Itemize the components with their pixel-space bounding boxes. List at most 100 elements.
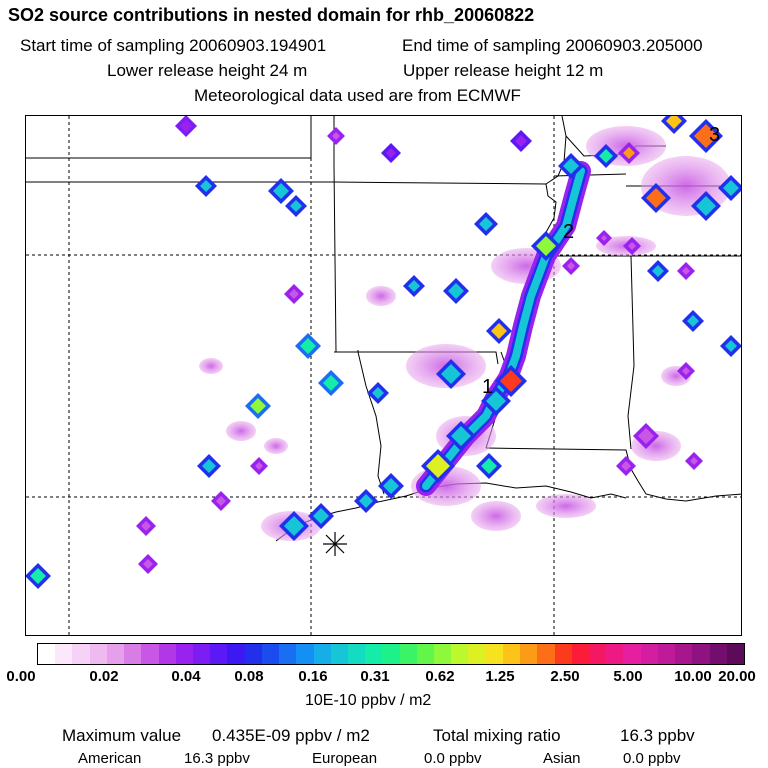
colorbar-swatch xyxy=(158,644,176,664)
map-title: SO2 source contributions in nested domai… xyxy=(8,5,535,25)
marker-2: 2 xyxy=(563,221,574,243)
colorbar-swatch xyxy=(38,644,56,664)
concentration-cell xyxy=(531,231,561,261)
colorbar-swatch xyxy=(296,644,314,664)
concentration-cell xyxy=(623,237,641,255)
colorbar-swatch xyxy=(365,644,383,664)
colorbar-swatch xyxy=(72,644,90,664)
concentration-cell xyxy=(689,119,723,153)
concentration-cell xyxy=(403,275,425,297)
european-value: 0.0 ppbv xyxy=(424,750,482,767)
concentration-cell xyxy=(486,318,512,344)
total-mixing-value: 16.3 ppbv xyxy=(620,726,695,745)
concentration-cell xyxy=(476,453,502,479)
colorbar xyxy=(37,643,745,665)
concentration-cell xyxy=(446,421,476,451)
colorbar-swatch xyxy=(640,644,658,664)
concentration-cell xyxy=(436,359,466,389)
colorbar-swatch xyxy=(554,644,572,664)
colorbar-tick-label: 0.00 xyxy=(6,668,36,685)
colorbar-swatch xyxy=(675,644,693,664)
concentration-cell xyxy=(647,260,669,282)
concentration-cell xyxy=(26,563,51,589)
concentration-cell xyxy=(136,516,156,536)
colorbar-swatch xyxy=(124,644,142,664)
colorbar-swatch xyxy=(279,644,297,664)
concentration-cell xyxy=(195,175,217,197)
map-panel[interactable]: 1 2 3 xyxy=(25,115,742,636)
units-label: 10E-10 ppbv / m2 xyxy=(305,692,432,709)
concentration-cell xyxy=(268,178,294,204)
colorbar-tick-label: 0.62 xyxy=(425,668,455,685)
colorbar-tick-label: 10.00 xyxy=(674,668,712,685)
concentration-cell xyxy=(285,195,307,217)
concentration-cell xyxy=(284,284,304,304)
concentration-cell xyxy=(661,116,687,134)
colorbar-swatch xyxy=(571,644,589,664)
colorbar-tick-label: 0.04 xyxy=(171,668,201,685)
concentration-cell xyxy=(594,144,618,168)
concentration-cell xyxy=(211,491,231,511)
concentration-cell xyxy=(367,382,389,404)
concentration-cell xyxy=(197,454,221,478)
colorbar-swatch xyxy=(141,644,159,664)
concentration-cell xyxy=(562,257,580,275)
colorbar-swatch xyxy=(416,644,435,664)
map-canvas: 1 2 3 xyxy=(26,116,741,635)
colorbar-swatch xyxy=(227,644,245,664)
asian-label: Asian xyxy=(543,750,581,767)
max-value: 0.435E-09 ppbv / m2 xyxy=(212,726,370,745)
concentration-cell xyxy=(295,333,321,359)
marker-1: 1 xyxy=(482,376,493,398)
markers: 1 2 3 xyxy=(482,124,720,398)
colorbar-swatch xyxy=(192,644,211,664)
colorbar-tick-label: 1.25 xyxy=(485,668,515,685)
colorbar-swatch xyxy=(709,644,727,664)
concentration-cell xyxy=(718,175,741,201)
concentration-cell xyxy=(633,423,659,449)
concentration-cell xyxy=(245,393,271,419)
colorbar-swatch xyxy=(589,644,607,664)
concentration-cell xyxy=(421,449,455,483)
colorbar-swatch xyxy=(244,644,262,664)
colorbar-swatch xyxy=(89,644,107,664)
colorbar-swatch xyxy=(692,644,710,664)
colorbar-tick-label: 0.31 xyxy=(360,668,390,685)
state-borders xyxy=(26,116,741,542)
concentration-cell xyxy=(443,278,469,304)
total-mixing-label: Total mixing ratio xyxy=(433,726,561,745)
colorbar-swatch xyxy=(468,644,486,664)
asterisk-icon xyxy=(323,532,347,556)
concentration-cell xyxy=(618,142,640,164)
concentration-cell xyxy=(250,457,268,475)
concentration-cell xyxy=(616,456,636,476)
asian-value: 0.0 ppbv xyxy=(623,750,681,767)
met-source-label: Meteorological data used are from ECMWF xyxy=(194,86,521,105)
concentration-cell xyxy=(381,143,401,163)
marker-3: 3 xyxy=(709,124,720,146)
colorbar-swatch xyxy=(606,644,624,664)
colorbar-tick-label: 5.00 xyxy=(613,668,643,685)
concentration-cell xyxy=(279,511,309,541)
concentration-cell xyxy=(510,130,532,152)
colorbar-swatch xyxy=(106,644,125,664)
colorbar-swatch xyxy=(726,644,744,664)
end-time-label: End time of sampling 20060903.205000 xyxy=(402,36,703,55)
european-label: European xyxy=(312,750,378,767)
concentration-cell xyxy=(677,262,695,280)
colorbar-tick-label: 20.00 xyxy=(718,668,756,685)
colorbar-swatch xyxy=(485,644,503,664)
colorbar-swatch xyxy=(210,644,228,664)
concentration-cell xyxy=(308,503,334,529)
hotspots xyxy=(26,116,741,589)
concentration-cell xyxy=(481,386,511,416)
concentration-cell xyxy=(641,183,671,213)
concentration-cell xyxy=(495,365,527,397)
colorbar-tick-label: 2.50 xyxy=(550,668,580,685)
colorbar-swatch xyxy=(399,644,417,664)
colorbar-swatch xyxy=(55,644,73,664)
concentration-cell xyxy=(318,370,344,396)
graticule xyxy=(26,116,741,635)
concentration-cell xyxy=(138,554,158,574)
colorbar-swatch xyxy=(330,644,348,664)
